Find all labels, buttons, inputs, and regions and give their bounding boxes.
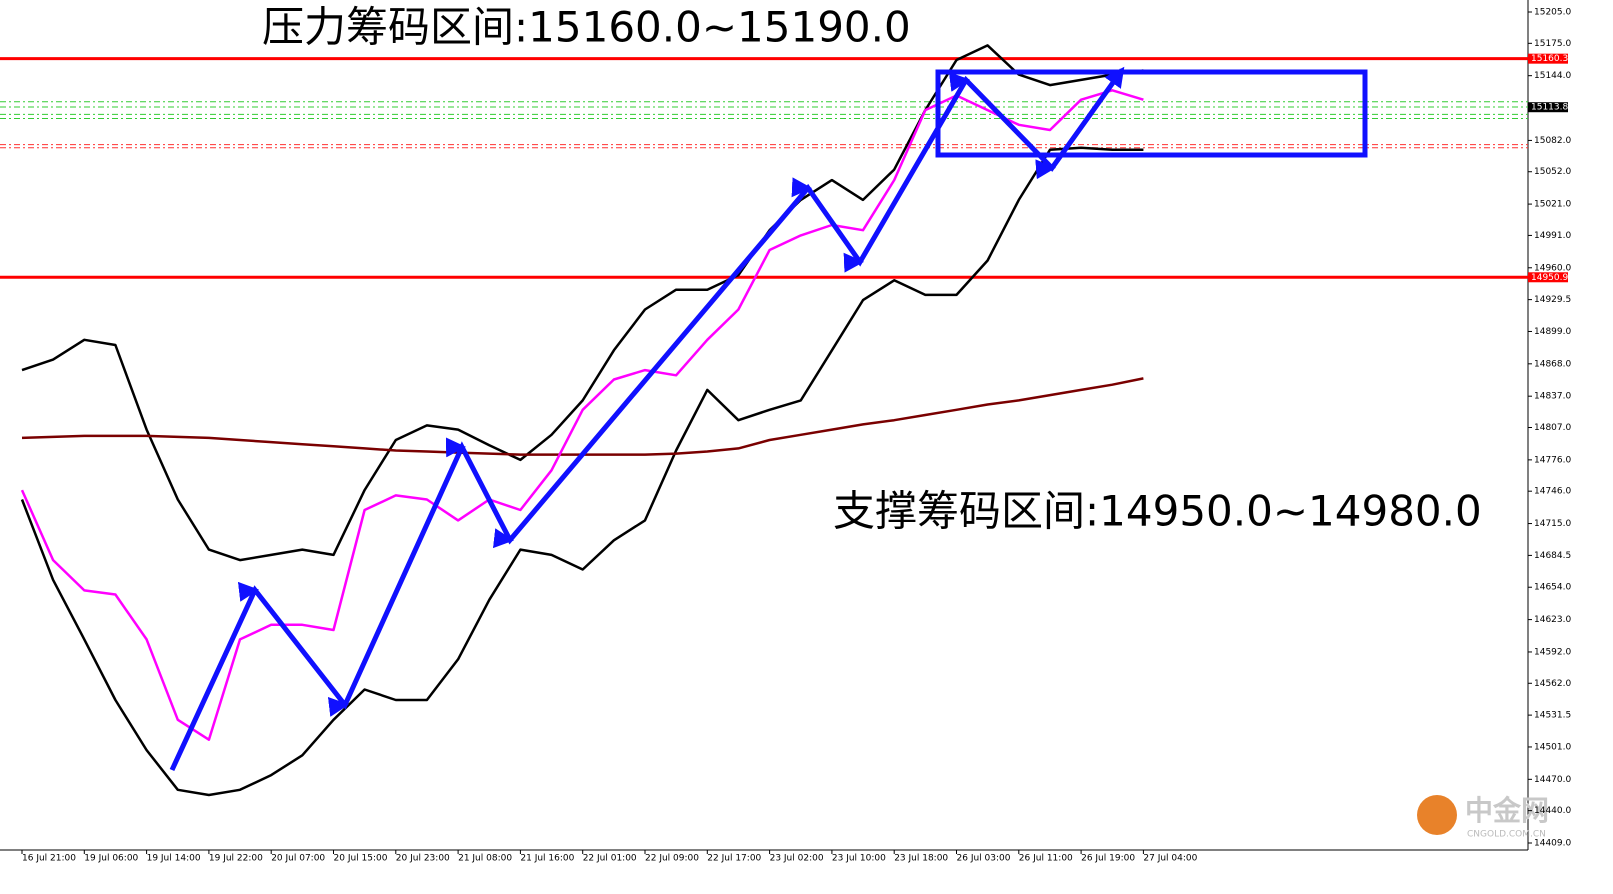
- y-tick-label: 14501.0: [1534, 742, 1571, 752]
- y-tick-label: 14440.0: [1534, 806, 1571, 816]
- y-tick-label: 14837.0: [1534, 392, 1571, 402]
- x-tick-label: 23 Jul 18:00: [894, 854, 948, 864]
- y-tick-label: 15021.0: [1534, 200, 1571, 210]
- y-tick-label: 14899.0: [1534, 327, 1571, 337]
- price-label: 15113.8: [1531, 103, 1568, 113]
- y-tick-label: 14654.0: [1534, 583, 1571, 593]
- x-tick-label: 21 Jul 16:00: [520, 854, 574, 864]
- y-tick-label: 14960.0: [1534, 263, 1571, 273]
- x-tick-label: 21 Jul 08:00: [458, 854, 512, 864]
- y-tick-label: 14807.0: [1534, 423, 1571, 433]
- level-label-bg: [1528, 53, 1568, 64]
- y-tick-label: 15144.0: [1534, 71, 1571, 81]
- x-tick-label: 22 Jul 09:00: [645, 854, 699, 864]
- x-tick-label: 27 Jul 04:00: [1143, 854, 1197, 864]
- y-tick-label: 14868.0: [1534, 359, 1571, 369]
- y-tick-label: 14715.0: [1534, 519, 1571, 529]
- level-label-bg: [1528, 272, 1568, 283]
- x-tick-label: 19 Jul 06:00: [84, 854, 138, 864]
- level-label: 14950.9: [1531, 273, 1568, 283]
- y-tick-label: 14991.0: [1534, 231, 1571, 241]
- y-tick-label: 14684.5: [1534, 551, 1571, 561]
- support-annotation: 支撑筹码区间:14950.0~14980.0: [833, 487, 1482, 536]
- y-tick-label: 15052.0: [1534, 167, 1571, 177]
- x-tick-label: 20 Jul 15:00: [334, 854, 388, 864]
- x-tick-label: 19 Jul 14:00: [147, 854, 201, 864]
- y-tick-label: 14409.0: [1534, 839, 1571, 849]
- x-tick-label: 20 Jul 07:00: [271, 854, 325, 864]
- x-tick-label: 26 Jul 11:00: [1019, 854, 1073, 864]
- plot-area: [0, 0, 1528, 850]
- x-tick-label: 26 Jul 19:00: [1081, 854, 1135, 864]
- range-box: [935, 69, 1368, 158]
- x-tick-label: 23 Jul 10:00: [832, 854, 886, 864]
- y-tick-label: 14470.0: [1534, 775, 1571, 785]
- y-tick-label: 14776.0: [1534, 455, 1571, 465]
- x-tick-label: 20 Jul 23:00: [396, 854, 450, 864]
- y-tick-label: 14562.0: [1534, 679, 1571, 689]
- x-tick-label: 19 Jul 22:00: [209, 854, 263, 864]
- y-tick-label: 15205.0: [1534, 8, 1571, 18]
- y-tick-label: 14623.0: [1534, 615, 1571, 625]
- y-tick-label: 14929.5: [1534, 295, 1571, 305]
- x-tick-label: 22 Jul 01:00: [583, 854, 637, 864]
- y-tick-label: 15175.0: [1534, 39, 1571, 49]
- logo: [1417, 795, 1457, 835]
- x-tick-label: 16 Jul 21:00: [22, 854, 76, 864]
- level-label: 15160.3: [1531, 54, 1568, 64]
- y-tick-label: 14592.0: [1534, 647, 1571, 657]
- x-tick-label: 26 Jul 03:00: [957, 854, 1011, 864]
- y-tick-label: 14746.0: [1534, 487, 1571, 497]
- watermark: 中金网: [1465, 794, 1549, 827]
- watermark-sub: CNGOLD.COM.CN: [1467, 830, 1546, 840]
- price-label-bg: [1528, 102, 1568, 113]
- resistance-annotation: 压力筹码区间:15160.0~15190.0: [262, 3, 911, 52]
- y-tick-label: 14531.5: [1534, 711, 1571, 721]
- x-tick-label: 23 Jul 02:00: [770, 854, 824, 864]
- x-tick-label: 22 Jul 17:00: [707, 854, 761, 864]
- y-tick-label: 15082.0: [1534, 136, 1571, 146]
- trend-arrows: [169, 66, 1125, 772]
